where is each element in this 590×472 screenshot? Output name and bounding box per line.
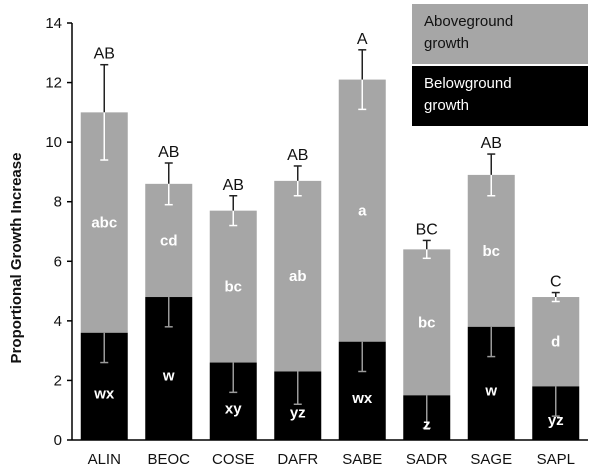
y-tick-label: 12 [45,75,62,92]
x-tick-label: SADR [406,451,448,468]
aboveground-letter: ab [289,268,307,285]
y-tick-label: 14 [45,15,62,32]
aboveground-letter: bc [224,279,242,296]
y-tick-label: 6 [54,253,62,270]
x-tick-label: DAFR [277,451,318,468]
belowground-letter: wx [93,385,115,402]
top-significance-letter: AB [481,135,502,152]
aboveground-letter: bc [418,314,436,331]
aboveground-letter: d [551,334,560,351]
plot-area: 02468101214ABabcwxALINABcdwBEOCABbcxyCOS… [45,4,588,468]
belowground-letter: yz [548,412,564,429]
y-tick-label: 10 [45,134,62,151]
belowground-letter: w [484,382,497,399]
belowground-letter: yz [290,405,306,422]
aboveground-letter: abc [91,215,117,232]
legend-label: Belowground [424,75,512,92]
y-tick-label: 4 [54,313,62,330]
aboveground-letter: a [358,203,367,220]
x-tick-label: ALIN [88,451,121,468]
top-significance-letter: AB [158,144,179,161]
aboveground-letter: cd [160,232,178,249]
belowground-letter: wx [351,390,373,407]
aboveground-letter: bc [482,243,500,260]
y-tick-label: 2 [54,372,62,389]
y-tick-label: 8 [54,194,62,211]
top-significance-letter: AB [287,147,308,164]
top-significance-letter: C [550,274,562,291]
x-tick-label: SAGE [470,451,512,468]
legend-label: growth [424,97,469,114]
x-tick-label: SABE [342,451,382,468]
belowground-letter: z [423,417,431,434]
legend-label: Aboveground [424,13,513,30]
top-significance-letter: BC [416,221,438,238]
x-tick-label: BEOC [147,451,190,468]
legend-label: growth [424,35,469,52]
belowground-letter: w [162,368,175,385]
x-tick-label: SAPL [537,451,575,468]
x-tick-label: COSE [212,451,255,468]
y-tick-label: 0 [54,432,62,449]
y-axis-title: Proportional Growth Increase [8,153,25,364]
top-significance-letter: A [357,31,368,48]
belowground-letter: xy [225,400,242,417]
top-significance-letter: AB [223,177,244,194]
top-significance-letter: AB [94,46,115,63]
